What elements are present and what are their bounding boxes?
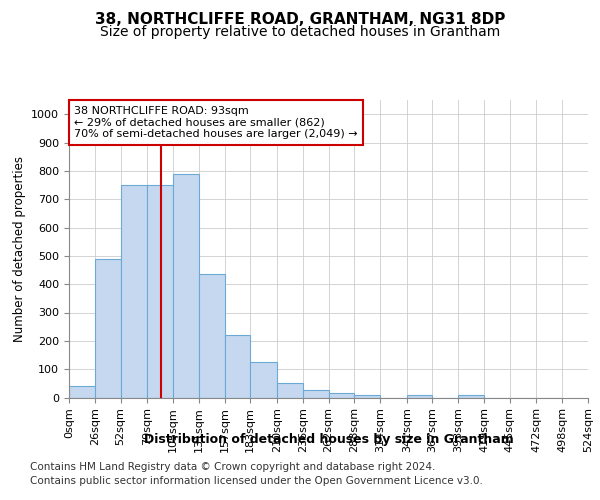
Y-axis label: Number of detached properties: Number of detached properties [13,156,26,342]
Bar [250,362,277,398]
Bar [458,395,484,398]
Text: Contains HM Land Registry data © Crown copyright and database right 2024.: Contains HM Land Registry data © Crown c… [30,462,436,472]
Bar [303,390,329,398]
Bar [224,335,250,398]
Bar [329,393,354,398]
Bar [407,395,433,398]
Bar [147,185,173,398]
Text: 38 NORTHCLIFFE ROAD: 93sqm
← 29% of detached houses are smaller (862)
70% of sem: 38 NORTHCLIFFE ROAD: 93sqm ← 29% of deta… [74,106,358,139]
Text: 38, NORTHCLIFFE ROAD, GRANTHAM, NG31 8DP: 38, NORTHCLIFFE ROAD, GRANTHAM, NG31 8DP [95,12,505,28]
Text: Distribution of detached houses by size in Grantham: Distribution of detached houses by size … [144,432,514,446]
Bar [69,386,95,398]
Text: Size of property relative to detached houses in Grantham: Size of property relative to detached ho… [100,25,500,39]
Bar [354,394,380,398]
Bar [121,185,147,398]
Text: Contains public sector information licensed under the Open Government Licence v3: Contains public sector information licen… [30,476,483,486]
Bar [173,174,199,398]
Bar [95,258,121,398]
Bar [277,384,303,398]
Bar [199,274,224,398]
